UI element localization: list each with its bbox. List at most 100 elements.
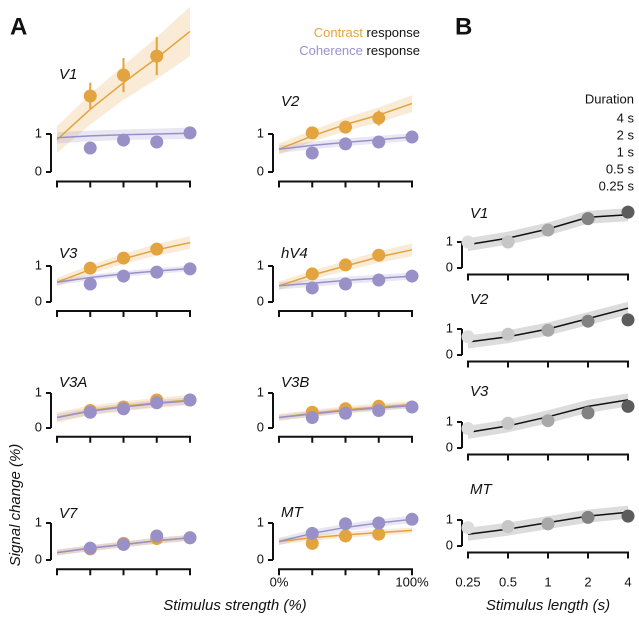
legend-suffix: response (367, 43, 420, 58)
y-tick-label: 1 (35, 514, 42, 529)
legend-entry: 2 s (617, 127, 635, 142)
data-point (621, 313, 635, 327)
data-point (117, 133, 130, 147)
y-tick-label: 0 (35, 163, 42, 178)
data-point (405, 130, 419, 144)
chart-title: V3B (281, 374, 309, 391)
data-point (150, 242, 164, 256)
data-point (461, 330, 475, 344)
data-point (117, 68, 130, 82)
data-point (183, 262, 197, 276)
y-tick-label: 0 (257, 293, 264, 308)
data-point (541, 323, 555, 337)
data-point (405, 512, 419, 526)
x-tick-label: 0% (270, 574, 289, 589)
data-point (581, 314, 595, 328)
chart-title: MT (281, 504, 304, 521)
y-tick-label: 0 (257, 419, 264, 434)
data-point (305, 411, 319, 424)
data-point (305, 126, 319, 140)
data-point (541, 517, 555, 531)
x-tick-label: 0.5 (499, 574, 517, 589)
data-point (372, 516, 386, 530)
data-point (305, 526, 319, 540)
data-point (83, 261, 97, 275)
data-point (305, 146, 319, 160)
y-tick-label: 1 (35, 384, 42, 399)
chart-title: V2 (470, 291, 489, 308)
chart-title: MT (470, 481, 493, 498)
data-point (581, 406, 595, 420)
data-point (339, 517, 352, 531)
legend-name: Coherence (299, 43, 363, 58)
data-point (372, 273, 386, 287)
data-point (339, 277, 352, 291)
data-point (405, 400, 419, 414)
data-point (150, 529, 164, 543)
y-tick-label: 0 (446, 346, 453, 361)
data-point (621, 399, 635, 413)
legend-entry: 0.5 s (606, 161, 635, 176)
legend-entry: 1 s (617, 144, 635, 159)
data-point (621, 205, 635, 219)
legend-suffix: response (367, 25, 420, 40)
y-tick-label: 0 (446, 537, 453, 552)
data-point (339, 406, 352, 420)
x-tick-label: 0.25 (455, 574, 480, 589)
y-tick-label: 0 (257, 163, 264, 178)
data-point (83, 89, 97, 103)
legend-entry: 4 s (617, 110, 635, 125)
data-point (305, 281, 319, 295)
y-tick-label: 1 (35, 125, 42, 140)
legend-entry: Contrast response (314, 25, 420, 40)
chart-title: V7 (59, 505, 78, 522)
data-point (117, 402, 130, 416)
x-tick-label: 100% (395, 574, 429, 589)
data-point (372, 135, 386, 149)
data-point (150, 135, 164, 149)
data-point (581, 510, 595, 524)
y-tick-label: 1 (257, 257, 264, 272)
data-point (501, 520, 515, 533)
y-tick-label: 1 (257, 514, 264, 529)
y-tick-label: 1 (257, 384, 264, 399)
data-point (183, 531, 197, 545)
y-tick-label: 0 (35, 551, 42, 566)
data-point (150, 265, 164, 279)
y-tick-label: 0 (257, 551, 264, 566)
y-tick-label: 0 (446, 439, 453, 454)
data-point (405, 269, 419, 283)
data-point (183, 393, 197, 407)
data-point (501, 327, 515, 341)
data-point (150, 49, 164, 63)
x-tick-label: 2 (584, 574, 591, 589)
data-point (339, 137, 352, 151)
y-tick-label: 1 (446, 233, 453, 248)
data-point (501, 416, 515, 430)
data-point (183, 126, 197, 140)
panel-letter: A (10, 13, 27, 40)
data-point (83, 405, 97, 419)
data-point (541, 223, 555, 237)
y-tick-label: 1 (446, 413, 453, 428)
data-point (305, 267, 319, 281)
data-point (461, 422, 475, 435)
panel-letter: B (455, 13, 472, 40)
y-tick-label: 0 (35, 293, 42, 308)
x-axis-label: Stimulus length (s) (486, 597, 610, 614)
y-tick-label: 1 (35, 257, 42, 272)
data-point (372, 248, 386, 262)
y-tick-label: 0 (446, 259, 453, 274)
data-point (372, 404, 386, 417)
chart-title: V3 (470, 383, 489, 400)
data-point (461, 235, 475, 249)
chart-title: hV4 (281, 245, 308, 262)
y-tick-label: 1 (446, 320, 453, 335)
data-point (339, 529, 352, 543)
legend-entry: Coherence response (299, 43, 420, 58)
data-point (461, 521, 475, 535)
data-point (117, 269, 130, 283)
chart-title: V1 (59, 66, 77, 83)
data-point (372, 111, 386, 125)
data-point (501, 235, 515, 249)
